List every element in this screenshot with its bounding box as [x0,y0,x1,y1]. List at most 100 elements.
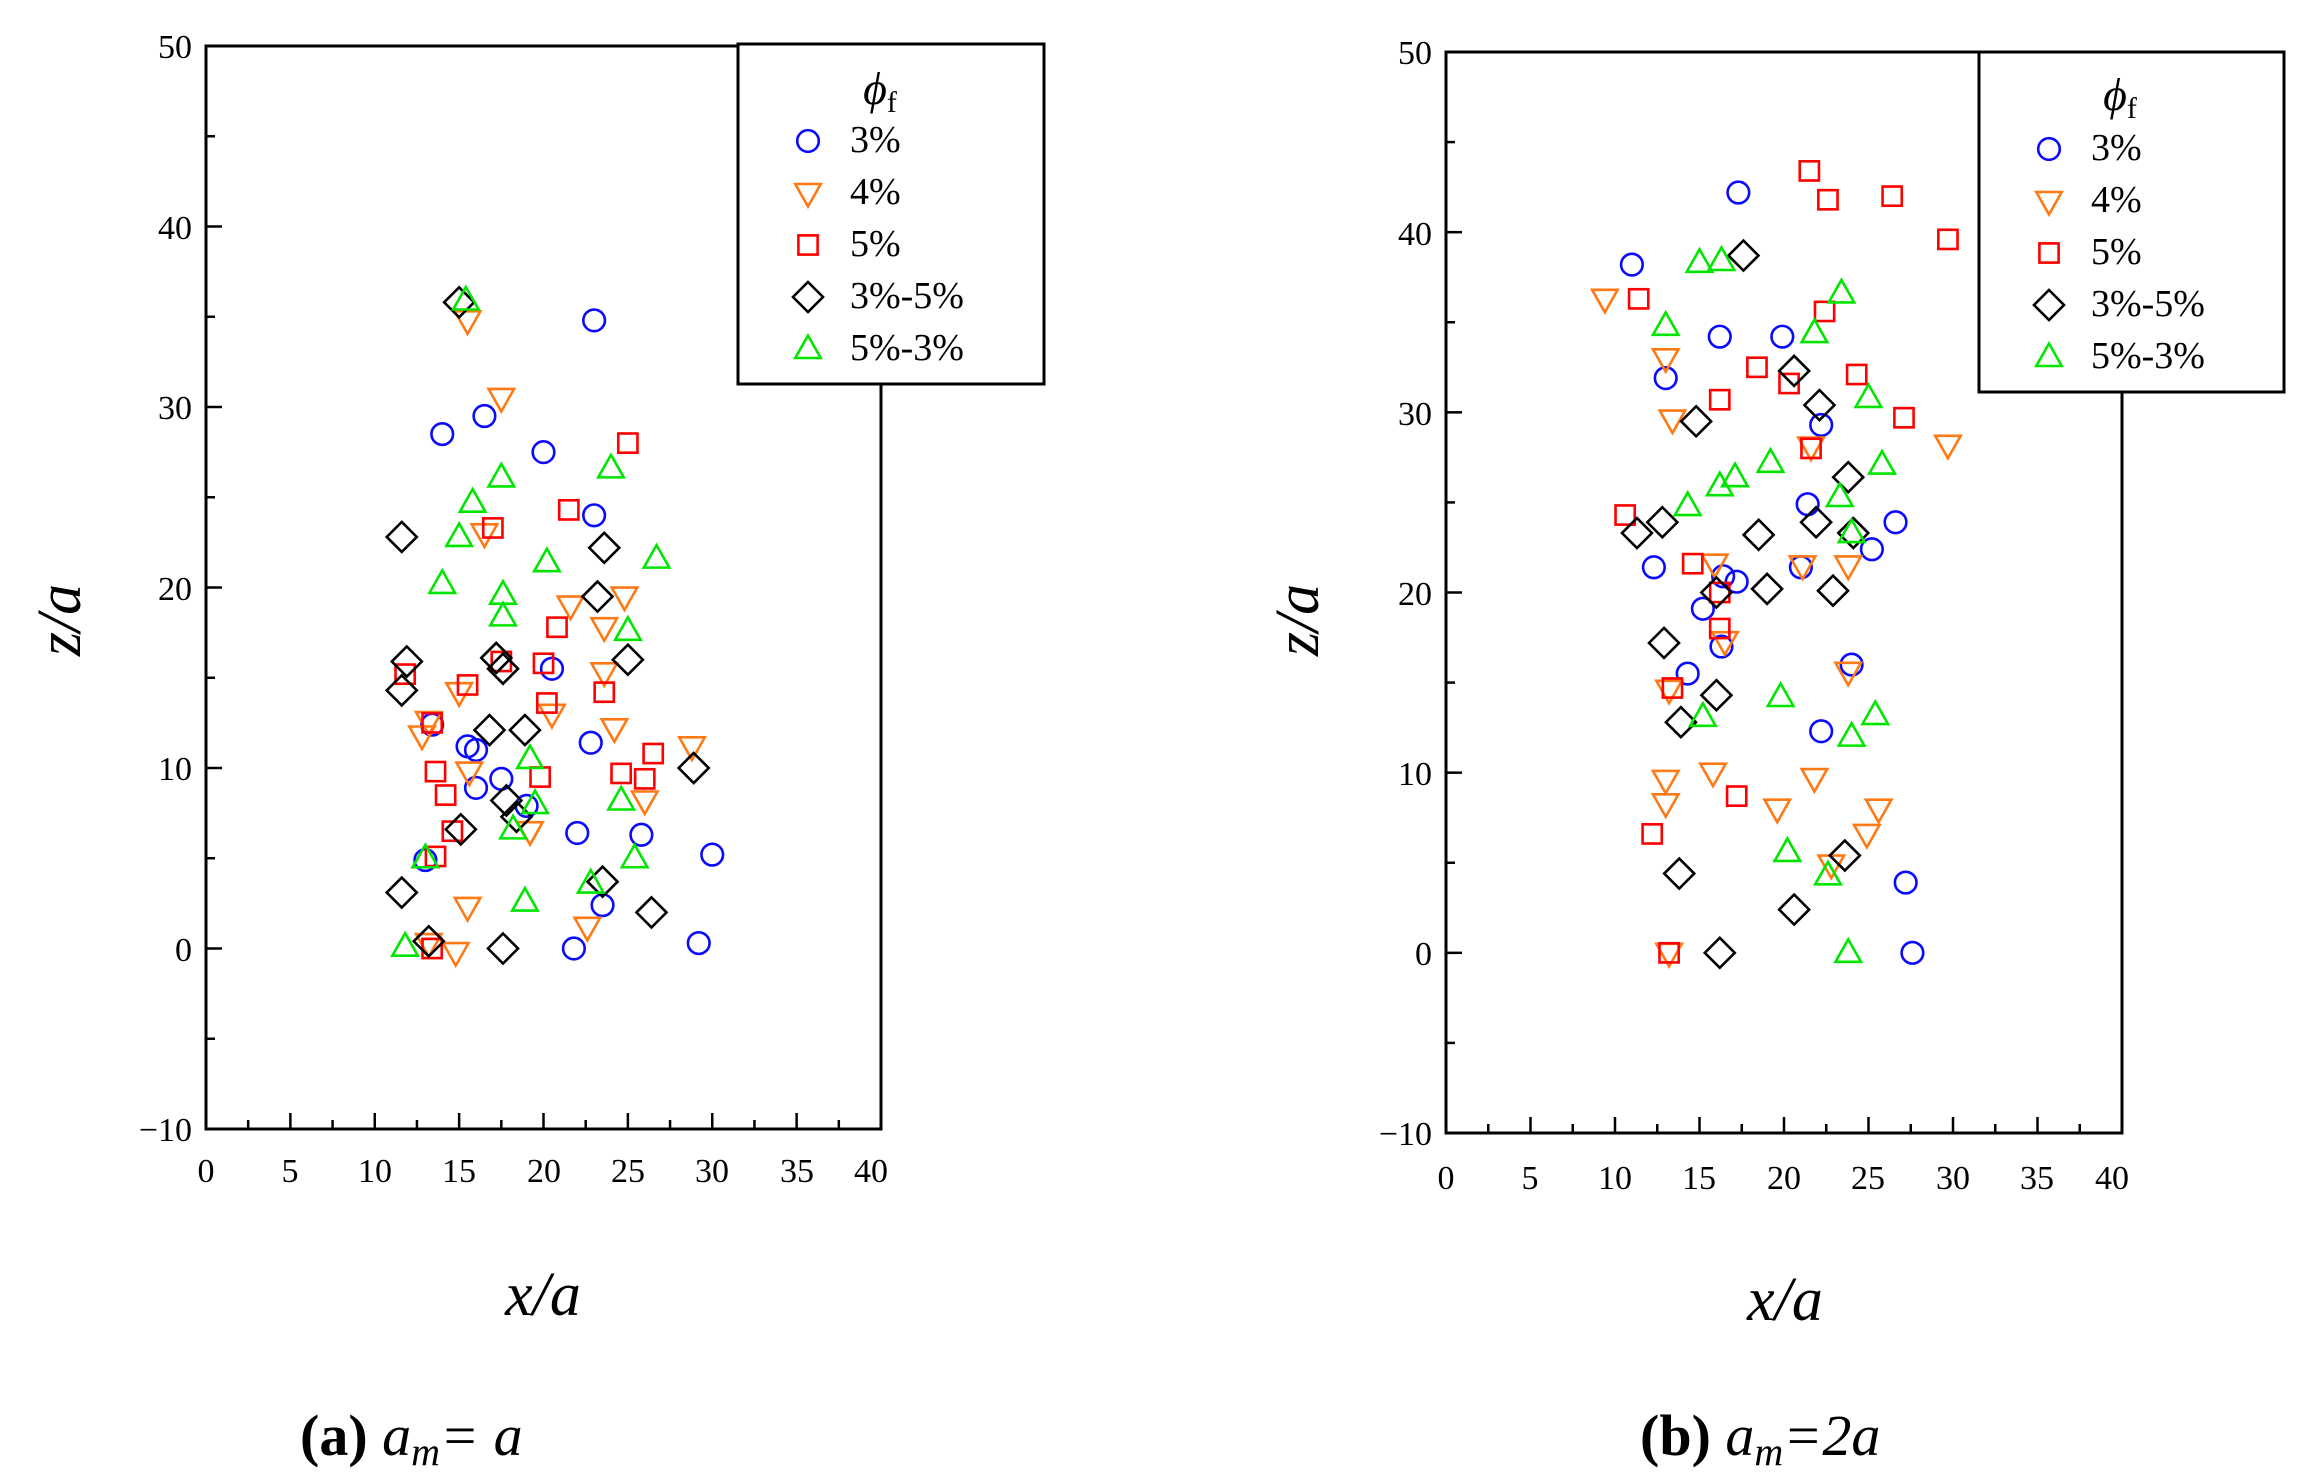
data-point-4pct [677,736,707,763]
panel-caption: (b) am=2a [1640,1403,1880,1474]
data-point-5pct [421,711,444,734]
data-point-4pct [1709,630,1740,658]
data-point-4pct [413,932,444,960]
data-point-3pct-5pct [384,673,419,708]
data-point-5pct-3pct [498,813,529,840]
y-axis-title: z/a [1264,584,1332,657]
data-point-3pct [1893,870,1918,895]
legend-title: ϕf [2103,69,2137,125]
data-point-3pct-5pct [489,783,524,818]
data-point-5pct [557,498,580,521]
data-point-5pct [610,762,633,785]
data-point-4pct [1650,769,1681,797]
data-point-4pct [1589,288,1620,315]
data-point-5pct [1627,287,1650,310]
data-point-3pct-5pct [1647,626,1681,660]
data-point-5pct-3pct [1836,516,1867,544]
data-point-3pct-5pct [1664,705,1698,740]
y-tick-label: 10 [158,751,192,788]
data-point-4pct [555,595,586,622]
y-tick-label: 0 [175,932,192,969]
data-point-3pct [582,503,607,528]
data-point-5pct-3pct [444,520,475,548]
data-point-3pct-5pct [580,579,615,614]
data-point-5pct-3pct [1824,480,1855,508]
x-tick-label: 35 [2020,1160,2054,1197]
data-point-3pct [565,820,590,846]
x-tick-label: 25 [611,1153,645,1190]
data-point-5pct [1746,356,1768,379]
data-point-3pct-5pct [1662,856,1697,891]
data-point-5pct [529,766,552,788]
data-point-5pct [1708,388,1731,411]
legend-marker-4pct [2034,190,2064,218]
data-point-5pct [1813,300,1836,323]
data-point-3pct [1795,492,1820,517]
x-tick-label: 35 [780,1153,814,1190]
legend-marker-4pct [793,182,823,210]
data-point-5pct-3pct [596,452,626,479]
data-point-4pct [1863,798,1894,825]
data-point-5pct [1681,552,1704,575]
legend-marker-3pct [795,128,821,154]
legend-label-4pct: 4% [2091,179,2142,221]
y-tick-label: 40 [158,210,192,247]
data-point-3pct-5pct [1750,572,1784,606]
y-tick-label: 50 [1398,35,1432,72]
data-point-5pct-3pct [488,600,518,627]
data-point-5pct [456,674,479,696]
data-point-3pct [1726,180,1751,205]
data-point-3pct-5pct [1741,518,1776,552]
data-point-5pct [546,616,568,639]
data-point-3pct [1619,252,1644,277]
panel-caption: (a) am= a [300,1403,523,1474]
x-tick-label: 20 [1767,1160,1801,1197]
x-tick-label: 0 [198,1153,215,1190]
data-point-5pct [633,767,656,790]
data-point-3pct [1653,366,1678,391]
data-point-4pct [452,310,483,337]
x-tick-label: 30 [1936,1160,1970,1197]
data-point-5pct [1641,823,1664,845]
x-tick-label: 5 [282,1153,299,1190]
data-point-3pct-5pct [1799,505,1833,540]
y-tick-label: 50 [158,29,192,66]
data-point-5pct-3pct [1650,309,1681,337]
data-point-5pct-3pct [1684,246,1715,274]
data-point-3pct-5pct [1777,892,1811,927]
data-point-5pct-3pct [606,784,637,811]
data-point-3pct-5pct [472,713,507,747]
legend-marker-5pct [797,234,819,256]
data-point-3pct [578,730,603,755]
data-point-3pct [582,308,607,333]
data-point-5pct-3pct [486,461,517,488]
data-point-5pct-3pct [1867,448,1898,475]
data-point-5pct [434,784,457,806]
x-tick-label: 10 [1598,1160,1632,1197]
legend-label-3-5pct: 3%-5% [2091,283,2205,325]
data-point-3pct [1641,555,1666,580]
data-point-4pct [629,790,660,817]
data-point-4pct [609,586,640,613]
data-point-3pct [463,775,489,800]
data-point-5pct-3pct [1704,470,1735,497]
data-point-3pct-5pct [384,875,419,910]
data-point-3pct-5pct [585,864,620,899]
data-point-5pct-3pct [575,867,606,894]
data-point-3pct-5pct [1726,238,1761,273]
data-point-3pct [1809,719,1834,744]
y-tick-label: 40 [1398,216,1432,253]
y-tick-label: 10 [1398,756,1432,793]
data-point-3pct [430,421,455,447]
data-point-3pct-5pct [1777,354,1811,388]
data-point-3pct [1809,412,1834,438]
data-point-5pct-3pct [390,930,421,957]
data-point-5pct [1708,617,1731,640]
data-point-5pct [481,517,504,539]
data-point-5pct [1798,160,1821,182]
data-point-4pct [572,916,603,943]
data-point-3pct [1839,652,1864,677]
data-points [384,284,725,969]
data-point-5pct [1937,228,1959,251]
